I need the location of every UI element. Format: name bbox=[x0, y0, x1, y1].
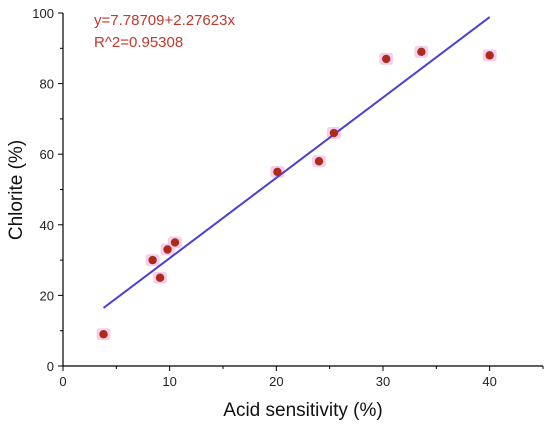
data-point bbox=[314, 157, 324, 166]
data-point bbox=[329, 128, 339, 138]
y-tick-label: 0 bbox=[47, 359, 54, 374]
y-tick-label: 20 bbox=[40, 288, 54, 303]
x-tick-label: 0 bbox=[59, 374, 66, 389]
data-point bbox=[273, 167, 282, 177]
data-point bbox=[99, 330, 108, 339]
r-squared-label: R^2=0.95308 bbox=[94, 34, 183, 51]
tick-layer: 0 10 20 30 40 0 20 40 60 80 100 bbox=[32, 6, 544, 389]
x-tick-label: 20 bbox=[269, 374, 283, 389]
axes-layer bbox=[62, 13, 543, 367]
x-tick-label: 10 bbox=[162, 374, 176, 389]
data-point bbox=[155, 273, 165, 282]
data-point-layer bbox=[99, 47, 494, 339]
data-point bbox=[163, 245, 172, 254]
data-point bbox=[417, 47, 426, 57]
data-point bbox=[170, 238, 180, 247]
y-tick-label: 80 bbox=[40, 77, 54, 92]
data-point bbox=[382, 54, 391, 64]
fit-line-layer bbox=[102, 16, 491, 309]
x-tick-label: 30 bbox=[376, 374, 390, 389]
x-axis-title: Acid sensitivity (%) bbox=[223, 400, 382, 421]
x-tick-label: 40 bbox=[482, 374, 496, 389]
fit-line bbox=[102, 16, 491, 309]
y-tick-label: 40 bbox=[40, 218, 54, 233]
data-point bbox=[148, 255, 157, 265]
y-tick-label: 60 bbox=[40, 147, 54, 162]
y-axis-title: Chlorite (%) bbox=[6, 140, 27, 240]
fit-equation-label: y=7.78709+2.27623x bbox=[94, 12, 235, 29]
marker-halo-layer bbox=[96, 45, 497, 341]
data-point bbox=[485, 51, 494, 60]
y-tick-label: 100 bbox=[32, 6, 54, 21]
